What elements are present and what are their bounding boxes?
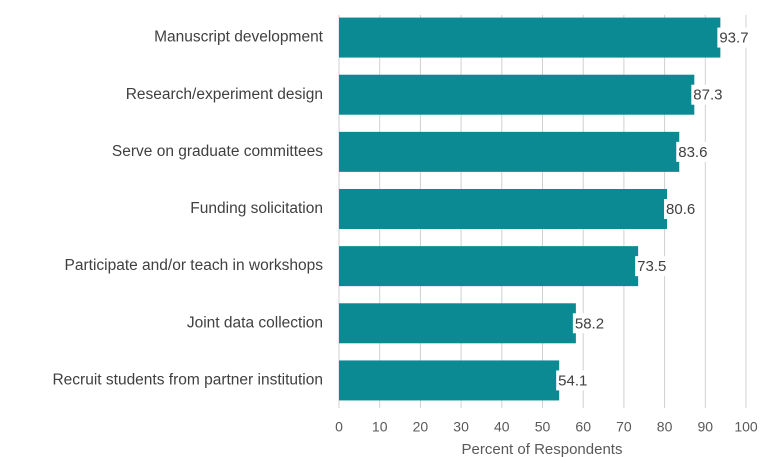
value-label-bg (691, 84, 724, 105)
bar (339, 303, 576, 344)
value-label: 80.6 (666, 201, 695, 218)
value-label: 87.3 (693, 87, 722, 104)
value-label: 73.5 (637, 258, 666, 275)
y-tick-label: Research/experiment design (126, 86, 323, 103)
y-tick-label: Participate and/or teach in workshops (65, 257, 324, 274)
value-label-bg (572, 313, 605, 334)
y-tick-label: Recruit students from partner institutio… (52, 372, 323, 389)
bar (339, 360, 560, 401)
value-label-bg (556, 370, 589, 391)
bar (339, 131, 680, 172)
value-label: 58.2 (575, 315, 604, 332)
value-label-bg (717, 27, 750, 48)
value-label-bg (676, 141, 709, 162)
y-tick-label: Funding solicitation (190, 200, 323, 217)
x-tick-label: 70 (616, 419, 632, 435)
bar (339, 17, 721, 58)
bar (339, 246, 639, 287)
x-tick-label: 20 (413, 419, 429, 435)
x-tick-label: 80 (657, 419, 673, 435)
x-tick-label: 40 (494, 419, 510, 435)
x-tick-label: 100 (734, 419, 758, 435)
y-tick-label: Manuscript development (154, 29, 324, 46)
y-tick-label: Joint data collection (187, 314, 323, 331)
value-label: 54.1 (558, 372, 587, 389)
x-tick-label: 10 (372, 419, 388, 435)
value-label-bg (664, 199, 697, 219)
value-label: 93.7 (719, 30, 748, 47)
bar (339, 189, 668, 229)
x-tick-label: 60 (575, 419, 591, 435)
x-tick-label: 90 (698, 419, 714, 435)
x-axis-title: Percent of Respondents (462, 441, 623, 457)
y-tick-label: Serve on graduate committees (112, 143, 323, 160)
value-label: 83.6 (678, 144, 707, 161)
x-tick-label: 30 (453, 419, 469, 435)
value-label-bg (635, 256, 668, 277)
bar (339, 74, 695, 115)
x-tick-label: 50 (535, 419, 551, 435)
x-tick-label: 0 (335, 419, 343, 435)
